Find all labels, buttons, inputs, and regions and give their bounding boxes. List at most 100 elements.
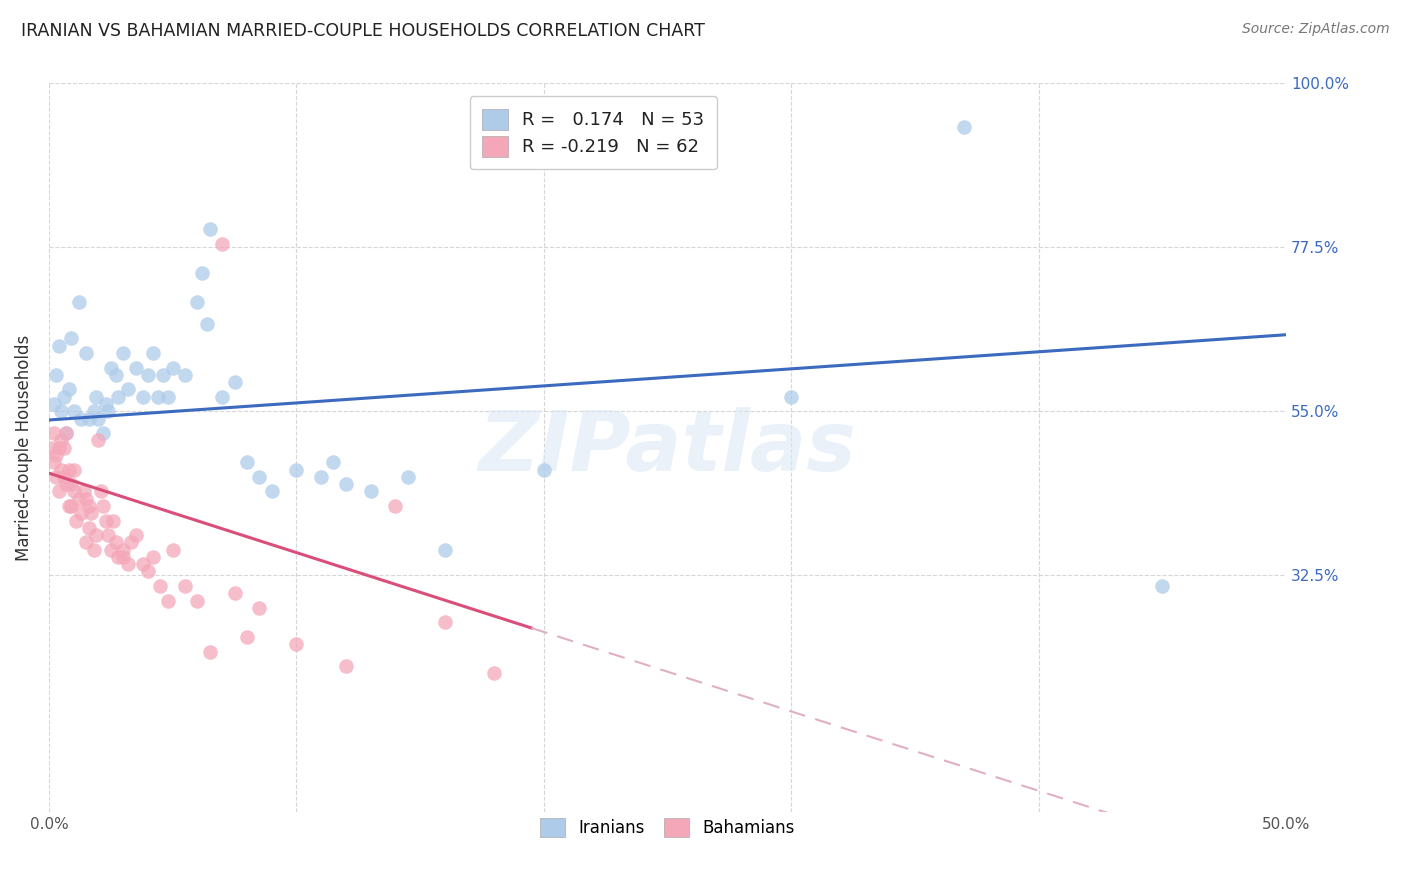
- Point: [211, 390, 233, 404]
- Point: [90, 484, 112, 499]
- Point: [103, 514, 125, 528]
- Point: [87, 411, 110, 425]
- Point: [484, 666, 506, 681]
- Point: [42, 426, 65, 441]
- Point: [62, 404, 84, 418]
- Point: [107, 390, 129, 404]
- Point: [195, 317, 218, 331]
- Point: [433, 542, 456, 557]
- Point: [77, 499, 100, 513]
- Point: [45, 368, 67, 382]
- Point: [84, 390, 107, 404]
- Point: [224, 375, 246, 389]
- Point: [247, 601, 270, 615]
- Text: ZIPatlas: ZIPatlas: [478, 407, 856, 488]
- Point: [211, 236, 233, 251]
- Point: [117, 558, 139, 572]
- Point: [60, 477, 83, 491]
- Legend: Iranians, Bahamians: Iranians, Bahamians: [533, 811, 801, 844]
- Point: [55, 426, 77, 441]
- Point: [156, 390, 179, 404]
- Point: [1152, 579, 1174, 593]
- Point: [62, 484, 84, 499]
- Point: [285, 462, 308, 476]
- Point: [260, 484, 283, 499]
- Point: [124, 528, 146, 542]
- Point: [70, 411, 93, 425]
- Point: [45, 448, 67, 462]
- Point: [224, 586, 246, 600]
- Point: [84, 528, 107, 542]
- Point: [100, 360, 122, 375]
- Point: [384, 499, 406, 513]
- Point: [136, 368, 159, 382]
- Point: [58, 383, 80, 397]
- Point: [322, 455, 344, 469]
- Point: [152, 368, 174, 382]
- Point: [120, 535, 142, 549]
- Point: [55, 426, 77, 441]
- Point: [83, 542, 105, 557]
- Point: [162, 360, 184, 375]
- Point: [335, 659, 357, 673]
- Point: [142, 346, 165, 360]
- Point: [75, 535, 97, 549]
- Point: [87, 434, 110, 448]
- Point: [77, 411, 100, 425]
- Point: [112, 542, 135, 557]
- Point: [149, 579, 172, 593]
- Point: [360, 484, 382, 499]
- Point: [60, 499, 83, 513]
- Text: Source: ZipAtlas.com: Source: ZipAtlas.com: [1241, 22, 1389, 37]
- Point: [146, 390, 169, 404]
- Point: [112, 346, 135, 360]
- Point: [142, 549, 165, 564]
- Point: [48, 339, 70, 353]
- Point: [83, 404, 105, 418]
- Point: [51, 404, 73, 418]
- Point: [80, 506, 103, 520]
- Point: [100, 542, 122, 557]
- Point: [55, 477, 77, 491]
- Point: [94, 397, 117, 411]
- Point: [780, 390, 803, 404]
- Point: [52, 390, 75, 404]
- Point: [124, 360, 146, 375]
- Y-axis label: Married-couple Households: Married-couple Households: [15, 334, 32, 561]
- Point: [104, 535, 127, 549]
- Point: [67, 295, 90, 310]
- Point: [156, 593, 179, 607]
- Point: [42, 455, 65, 469]
- Point: [236, 630, 259, 644]
- Point: [117, 383, 139, 397]
- Point: [247, 470, 270, 484]
- Point: [433, 615, 456, 630]
- Point: [285, 637, 308, 651]
- Point: [77, 521, 100, 535]
- Point: [72, 484, 94, 499]
- Point: [396, 470, 419, 484]
- Point: [236, 455, 259, 469]
- Point: [51, 462, 73, 476]
- Point: [953, 120, 976, 135]
- Point: [67, 491, 90, 506]
- Point: [533, 462, 555, 476]
- Point: [60, 331, 83, 345]
- Point: [97, 528, 120, 542]
- Point: [48, 484, 70, 499]
- Point: [70, 506, 93, 520]
- Point: [309, 470, 332, 484]
- Point: [62, 462, 84, 476]
- Point: [198, 222, 221, 236]
- Point: [174, 579, 197, 593]
- Point: [75, 491, 97, 506]
- Point: [136, 565, 159, 579]
- Point: [42, 397, 65, 411]
- Point: [132, 390, 155, 404]
- Point: [93, 426, 115, 441]
- Point: [52, 441, 75, 455]
- Point: [186, 593, 208, 607]
- Point: [58, 462, 80, 476]
- Point: [52, 470, 75, 484]
- Point: [186, 295, 208, 310]
